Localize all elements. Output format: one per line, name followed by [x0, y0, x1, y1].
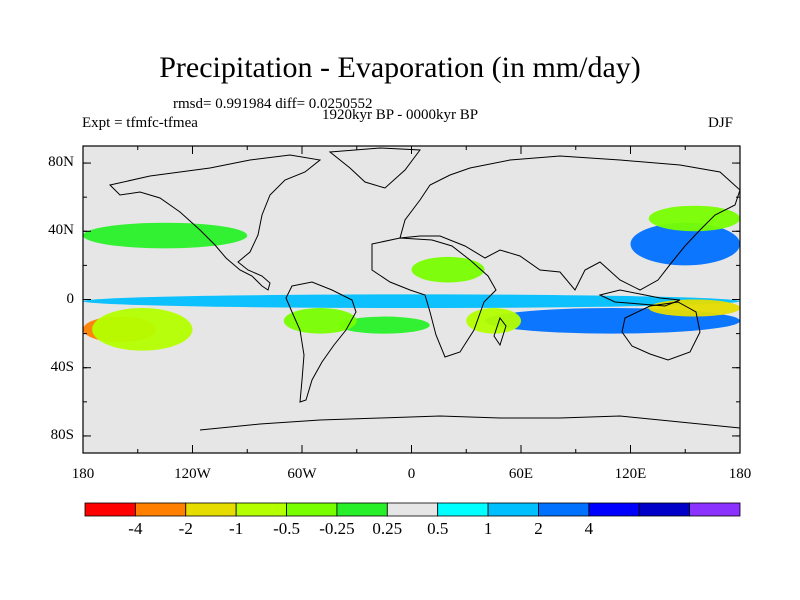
anomaly-regions — [83, 205, 740, 351]
anomaly-region-1 — [92, 308, 193, 351]
colorbar-label: -0.5 — [273, 519, 300, 538]
map-field — [83, 146, 740, 453]
anomaly-region-5 — [648, 299, 740, 317]
stats-label: rmsd= 0.991984 diff= 0.0250552 — [173, 96, 373, 112]
colorbar-box-9 — [538, 502, 590, 517]
colorbar-box-2 — [185, 502, 237, 517]
anomaly-region-11 — [411, 256, 485, 283]
coast-indonesia — [598, 289, 681, 307]
season-label: DJF — [708, 115, 734, 131]
anomaly-region-10 — [648, 205, 740, 232]
coast-africa — [371, 237, 497, 358]
coastlines — [109, 147, 740, 431]
experiment-label: Expt = tfmfc-tfmea — [82, 115, 198, 131]
coast-antarctica — [199, 415, 740, 431]
anomaly-region-6 — [283, 308, 357, 334]
colorbar-box-7 — [437, 502, 489, 517]
lon-label: 60W — [287, 466, 317, 482]
lon-label: 180 — [71, 466, 95, 482]
lon-label: 180 — [728, 466, 752, 482]
coast-madagascar — [493, 316, 507, 347]
anomaly-region-2 — [83, 294, 740, 309]
lon-label: 60E — [508, 466, 534, 482]
colorbar-label: -4 — [128, 519, 143, 538]
lat-label: 80N — [48, 154, 74, 171]
lon-label: 120W — [174, 466, 211, 482]
colorbar-label: 4 — [584, 519, 594, 538]
colorbar-label: -1 — [229, 519, 244, 538]
colorbar-label: -0.25 — [319, 519, 355, 538]
anomaly-region-3 — [338, 316, 430, 334]
colorbar-box-4 — [286, 502, 338, 517]
colorbar-label: 2 — [534, 519, 543, 538]
colorbar-box-12 — [689, 502, 741, 517]
lat-label: 80S — [50, 426, 74, 443]
anomaly-region-9 — [630, 222, 740, 266]
coast-greenland — [328, 147, 421, 189]
colorbar-label: 0.25 — [372, 519, 403, 538]
coast-australia — [621, 301, 701, 361]
coast-north-america — [109, 154, 322, 291]
anomaly-region-8 — [83, 222, 248, 249]
lon-label: 0 — [407, 466, 416, 482]
colorbar-box-10 — [588, 502, 640, 517]
lat-label: 40N — [48, 222, 74, 239]
lon-label: 120E — [614, 466, 647, 482]
lat-label: 40S — [50, 358, 74, 375]
colorbar-box-11 — [638, 502, 691, 517]
colorbar-box-3 — [235, 502, 287, 517]
axis-ticks — [82, 146, 741, 453]
colorbar-box-6 — [386, 502, 439, 517]
colorbar-box-1 — [134, 502, 187, 517]
colorbar-label: 0.5 — [427, 519, 449, 538]
period-label: 1920kyr BP - 0000kyr BP — [322, 107, 479, 123]
lat-label: 0 — [66, 290, 75, 307]
chart-title: Precipitation - Evaporation (in mm/day) — [159, 51, 641, 84]
coast-eurasia — [399, 155, 740, 291]
colorbar — [84, 502, 741, 517]
colorbar-label: 1 — [483, 519, 493, 538]
colorbar-label: -2 — [178, 519, 193, 538]
colorbar-box-8 — [487, 502, 539, 517]
colorbar-box-5 — [336, 502, 388, 517]
coast-south-america — [285, 281, 357, 403]
colorbar-box-0 — [84, 502, 136, 517]
